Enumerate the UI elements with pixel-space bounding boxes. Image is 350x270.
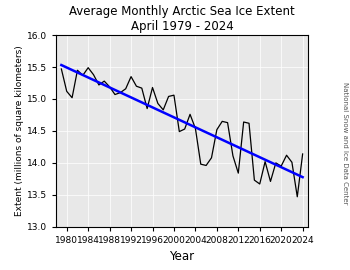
Y-axis label: Extent (millions of square kilometers): Extent (millions of square kilometers) bbox=[15, 46, 24, 216]
Title: Average Monthly Arctic Sea Ice Extent
April 1979 - 2024: Average Monthly Arctic Sea Ice Extent Ap… bbox=[69, 5, 295, 33]
X-axis label: Year: Year bbox=[169, 250, 195, 263]
Text: National Snow and Ice Data Center: National Snow and Ice Data Center bbox=[342, 82, 348, 204]
